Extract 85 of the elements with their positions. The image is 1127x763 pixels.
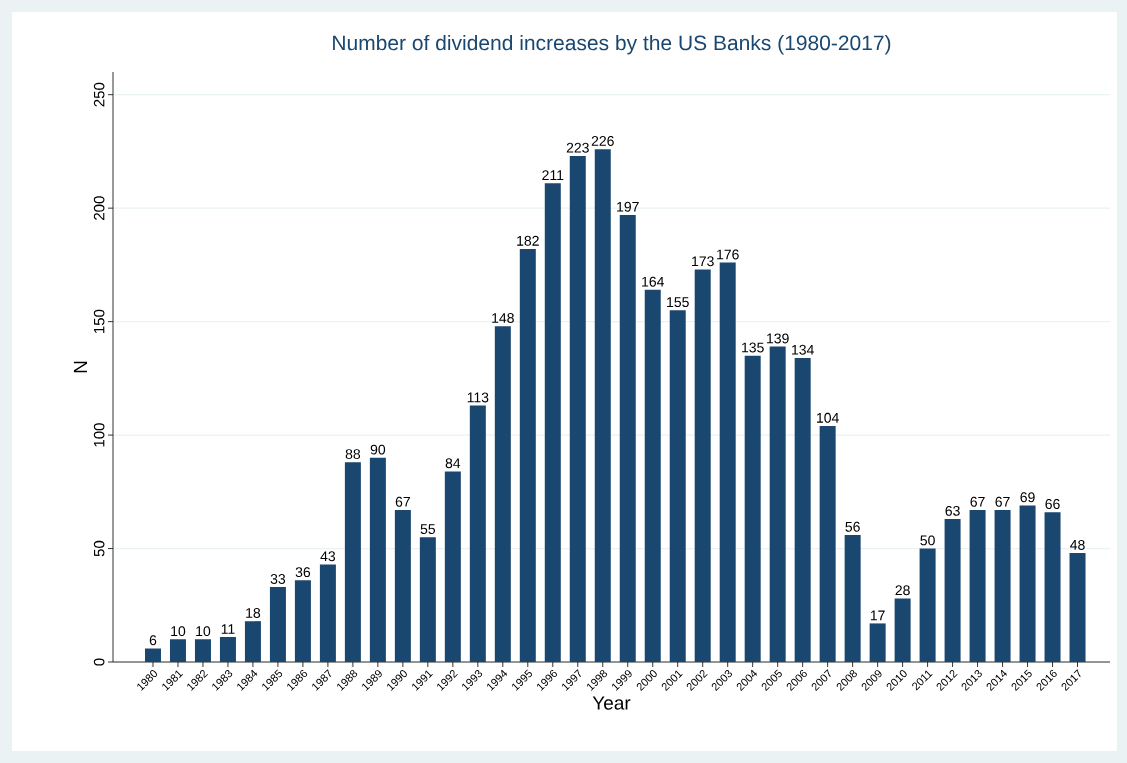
data-label: 104 [817,412,839,423]
bar [469,405,486,662]
data-label: 6 [149,635,157,646]
y-tick-label: 200 [93,196,105,220]
data-label: 10 [171,626,186,637]
bar [319,564,336,662]
data-label: 56 [845,521,860,532]
bar [1069,553,1086,662]
bar [819,426,836,662]
data-label: 88 [345,449,361,460]
y-tick-label: 0 [93,658,105,666]
data-label: 11 [221,624,235,634]
data-label: 66 [1045,499,1060,510]
y-tick-label: 150 [93,309,105,333]
data-label: 67 [995,496,1010,507]
bar [144,648,161,662]
bar [344,462,361,662]
data-label: 148 [492,313,514,323]
bar [769,346,786,662]
data-label: 69 [1020,492,1035,503]
bar [1044,512,1061,662]
data-label: 33 [270,573,286,584]
bar [194,639,211,662]
chart-title: Number of dividend increases by the US Banks (1980-2017) [333,34,891,55]
bar [1019,505,1036,662]
bar [419,537,436,662]
bar [369,457,386,662]
data-label: 173 [692,256,714,267]
bar [969,509,986,662]
data-label: 63 [945,505,960,516]
data-label: 226 [591,136,614,146]
x-axis-title: Year [592,696,631,710]
bar [869,623,886,662]
data-label: 67 [970,496,985,507]
bar [719,262,736,662]
bar [744,355,761,662]
data-label: 18 [246,608,261,618]
data-label: 211 [542,170,564,180]
data-label: 139 [767,333,789,344]
bar [944,519,961,662]
data-label: 50 [920,535,935,546]
data-label: 28 [895,585,910,596]
bar [594,149,611,662]
y-tick-label: 250 [93,82,105,107]
bar [919,548,936,662]
bar [494,326,511,662]
data-label: 176 [717,249,739,260]
bar [519,249,536,662]
data-label: 134 [792,344,814,355]
bar [844,534,861,662]
data-label: 113 [467,392,489,403]
data-label: 90 [370,444,386,455]
data-label: 223 [566,142,589,153]
bar [644,289,661,662]
data-label: 84 [445,458,461,469]
data-label: 182 [517,235,539,246]
data-label: 155 [667,297,689,308]
bar [994,509,1011,662]
bar [244,621,261,662]
bar [894,598,911,662]
y-tick-label: 100 [93,423,105,447]
bar [294,580,311,662]
bar [544,183,561,662]
bar [444,471,461,662]
y-axis-title: N [73,361,87,373]
data-label: 48 [1070,539,1085,550]
data-label: 197 [617,201,639,212]
bar [619,214,636,662]
data-label: 43 [320,551,336,562]
data-label: 67 [395,496,410,507]
data-label: 164 [642,276,664,287]
data-label: 17 [870,610,885,621]
bar [394,509,411,662]
bar [794,357,811,662]
bar [169,639,186,662]
data-label: 36 [295,567,311,578]
bar [669,310,686,662]
data-label: 135 [742,342,764,353]
bar [219,637,236,662]
data-label: 10 [196,626,211,637]
bar [269,587,286,662]
bar [569,155,586,662]
data-label: 55 [420,524,436,534]
y-tick-label: 50 [93,540,105,557]
bar [694,269,711,662]
